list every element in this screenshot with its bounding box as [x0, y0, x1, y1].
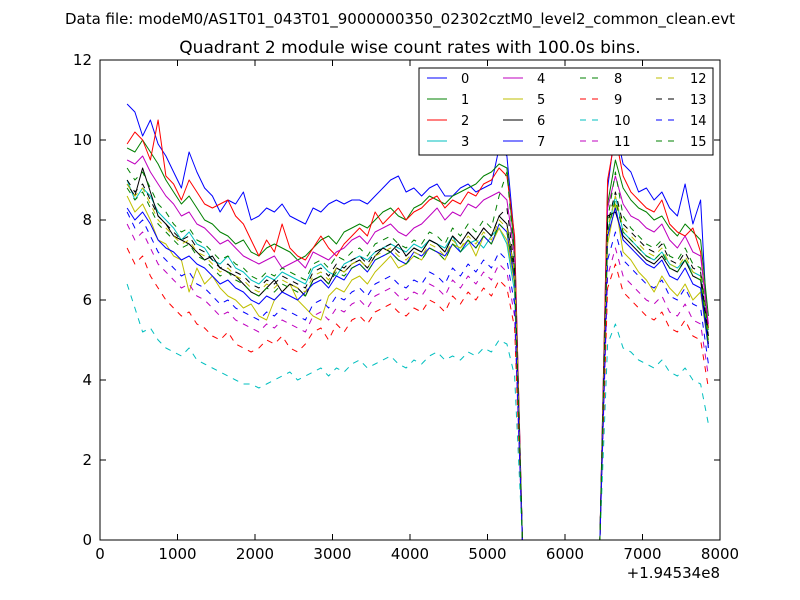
legend-label-5: 5 [537, 93, 545, 108]
legend-label-2: 2 [461, 114, 469, 129]
x-tick-label: 8000 [701, 545, 739, 563]
chart-suptitle: Data file: modeM0/AS1T01_043T01_90000003… [65, 10, 735, 29]
legend-label-13: 13 [690, 93, 707, 108]
series-line-9 [126, 247, 709, 541]
y-tick-label: 12 [73, 51, 92, 69]
legend-label-12: 12 [690, 72, 707, 87]
x-tick-label: 4000 [391, 545, 429, 563]
x-tick-label: 6000 [546, 545, 584, 563]
legend-label-1: 1 [461, 93, 469, 108]
y-tick-label: 10 [73, 131, 92, 149]
series-line-15 [126, 187, 709, 541]
legend-label-3: 3 [461, 135, 469, 150]
x-tick-label: 5000 [468, 545, 506, 563]
series-line-14 [126, 211, 709, 541]
legend-label-15: 15 [690, 135, 707, 150]
y-tick-label: 8 [82, 211, 92, 229]
series-line-2 [126, 119, 709, 541]
legend-label-11: 11 [614, 135, 631, 150]
series-line-12 [126, 183, 709, 541]
x-tick-label: 7000 [623, 545, 661, 563]
x-tick-label: 0 [95, 545, 105, 563]
x-tick-label: 1000 [158, 545, 196, 563]
series-line-10 [126, 283, 709, 541]
legend-label-6: 6 [537, 114, 545, 129]
series-line-5 [126, 195, 709, 541]
y-tick-label: 6 [82, 291, 92, 309]
tick-layer: 0 1000 2000 3000 4000 5000 6000 7000 80000246810… [73, 51, 739, 563]
series-line-13 [126, 179, 709, 541]
chart-title: Quadrant 2 module wise count rates with … [179, 38, 640, 58]
legend-label-10: 10 [614, 114, 631, 129]
legend-label-9: 9 [614, 93, 622, 108]
y-tick-label: 2 [82, 451, 92, 469]
series-line-4 [126, 155, 709, 541]
series-line-0 [126, 103, 709, 541]
x-tick-label: 2000 [236, 545, 274, 563]
y-tick-label: 4 [82, 371, 92, 389]
x-offset-label: +1.94534e8 [627, 564, 720, 582]
legend-label-8: 8 [614, 72, 622, 87]
series-line-8 [126, 167, 709, 541]
legend-label-14: 14 [690, 114, 707, 129]
y-tick-label: 0 [82, 531, 92, 549]
legend-label-4: 4 [537, 72, 545, 87]
legend-box [418, 67, 714, 156]
legend-label-0: 0 [461, 72, 469, 87]
x-tick-label: 3000 [313, 545, 351, 563]
legend-label-7: 7 [537, 135, 545, 150]
series-layer [126, 103, 709, 541]
series-line-1 [126, 139, 709, 541]
series-line-11 [126, 223, 709, 541]
